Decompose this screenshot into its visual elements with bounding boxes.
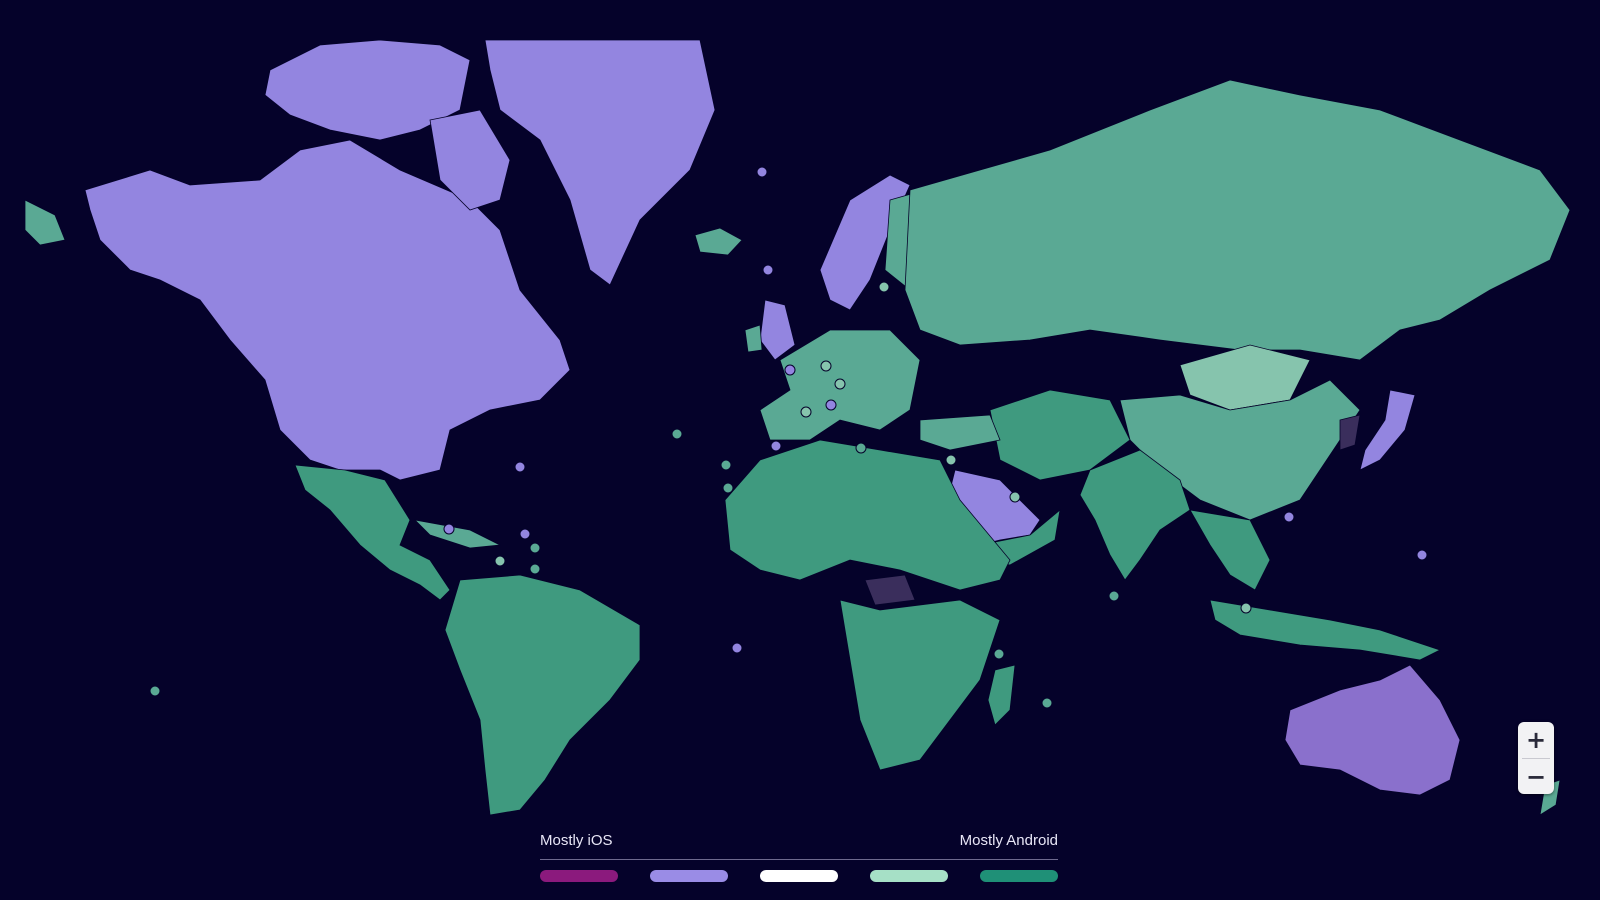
region-turkey[interactable] <box>919 414 1001 451</box>
region-southern-africa[interactable] <box>839 599 1001 771</box>
country-dot[interactable] <box>443 523 455 535</box>
legend-swatch-lean-ios <box>650 870 728 882</box>
legend-swatch-mostly-ios <box>540 870 618 882</box>
country-dot[interactable] <box>878 281 890 293</box>
country-dot[interactable] <box>1108 590 1120 602</box>
country-dot[interactable] <box>1041 697 1053 709</box>
country-dot[interactable] <box>1240 602 1252 614</box>
map-legend: Mostly iOS Mostly Android <box>540 830 1058 890</box>
country-dot[interactable] <box>722 482 734 494</box>
country-dot[interactable] <box>529 542 541 554</box>
country-dot[interactable] <box>671 428 683 440</box>
country-dot[interactable] <box>800 406 812 418</box>
legend-swatch-mostly-android <box>980 870 1058 882</box>
legend-swatches <box>540 870 1058 882</box>
legend-swatch-even <box>760 870 838 882</box>
country-dot[interactable] <box>1416 549 1428 561</box>
region-canada-usa[interactable] <box>84 139 571 481</box>
country-dot[interactable] <box>529 563 541 575</box>
country-dot[interactable] <box>519 528 531 540</box>
country-dot[interactable] <box>149 685 161 697</box>
region-mexico[interactable] <box>294 464 451 601</box>
country-dot[interactable] <box>1009 491 1021 503</box>
country-dot[interactable] <box>834 378 846 390</box>
country-dot[interactable] <box>731 642 743 654</box>
country-dot[interactable] <box>993 648 1005 660</box>
country-dot[interactable] <box>720 459 732 471</box>
legend-divider <box>540 859 1058 860</box>
region-madagascar[interactable] <box>987 664 1016 726</box>
country-dot[interactable] <box>494 555 506 567</box>
region-north-africa[interactable] <box>724 439 1011 591</box>
region-uk[interactable] <box>759 299 796 361</box>
country-dot[interactable] <box>825 399 837 411</box>
region-southeast-asia[interactable] <box>1189 509 1271 591</box>
region-baffin[interactable] <box>429 109 511 211</box>
zoom-divider <box>1522 758 1550 759</box>
country-dot[interactable] <box>784 364 796 376</box>
region-iceland[interactable] <box>694 227 743 256</box>
region-australia[interactable] <box>1284 664 1461 796</box>
region-japan[interactable] <box>1359 389 1416 471</box>
region-central-asia[interactable] <box>989 389 1131 481</box>
country-dot[interactable] <box>820 360 832 372</box>
region-caribbean[interactable] <box>413 519 502 549</box>
region-south-america[interactable] <box>444 574 641 816</box>
legend-left-label: Mostly iOS <box>540 832 613 849</box>
region-india[interactable] <box>1079 449 1191 581</box>
zoom-in-button[interactable]: + <box>1525 726 1547 754</box>
zoom-control: + − <box>1518 722 1554 794</box>
region-indonesia[interactable] <box>1209 599 1442 661</box>
legend-right-label: Mostly Android <box>959 832 1058 849</box>
country-dot[interactable] <box>762 264 774 276</box>
region-russia[interactable] <box>904 79 1571 361</box>
region-central-african-republic[interactable] <box>864 574 916 606</box>
zoom-out-button[interactable]: − <box>1525 763 1547 791</box>
region-korea[interactable] <box>1339 414 1361 451</box>
country-dot[interactable] <box>945 454 957 466</box>
country-dot[interactable] <box>756 166 768 178</box>
region-ireland[interactable] <box>744 324 763 353</box>
country-dot[interactable] <box>770 440 782 452</box>
legend-swatch-lean-android <box>870 870 948 882</box>
country-dot[interactable] <box>855 442 867 454</box>
region-greenland[interactable] <box>484 39 716 286</box>
region-chukotka-west[interactable] <box>24 199 66 246</box>
country-dot[interactable] <box>1283 511 1295 523</box>
country-dot[interactable] <box>514 461 526 473</box>
